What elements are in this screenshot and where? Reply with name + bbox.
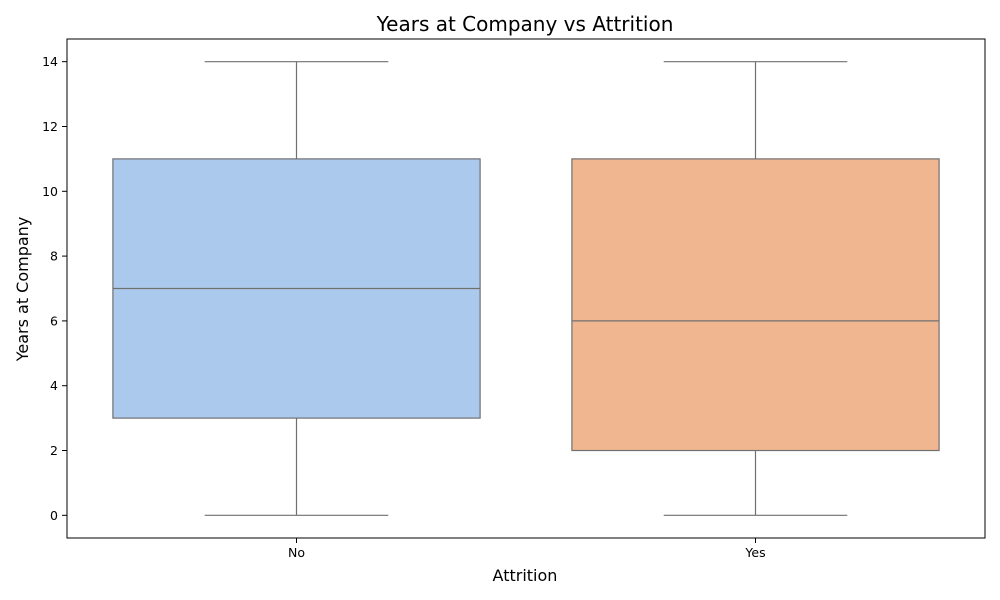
x-axis-label: Attrition — [493, 566, 558, 585]
y-tick-label: 0 — [50, 508, 58, 523]
x-tick-label: Yes — [744, 545, 765, 560]
plot-area — [112, 61, 940, 516]
box-yes — [571, 61, 940, 516]
y-tick-label: 12 — [42, 119, 58, 134]
chart-title: Years at Company vs Attrition — [376, 12, 674, 36]
y-tick-label: 2 — [50, 443, 58, 458]
y-tick-label: 4 — [50, 378, 58, 393]
plot-frame — [66, 38, 986, 539]
x-tick-label: No — [288, 545, 305, 560]
y-axis: 0 2 4 6 8 10 12 14 — [42, 54, 67, 523]
y-tick-label: 6 — [50, 313, 58, 328]
x-axis: No Yes — [288, 538, 766, 560]
y-tick-label: 14 — [42, 54, 58, 69]
y-axis-label: Years at Company — [13, 217, 32, 363]
iqr-box — [571, 158, 940, 452]
y-tick-label: 10 — [42, 184, 58, 199]
y-tick-label: 8 — [50, 249, 58, 264]
box-no — [112, 61, 481, 516]
